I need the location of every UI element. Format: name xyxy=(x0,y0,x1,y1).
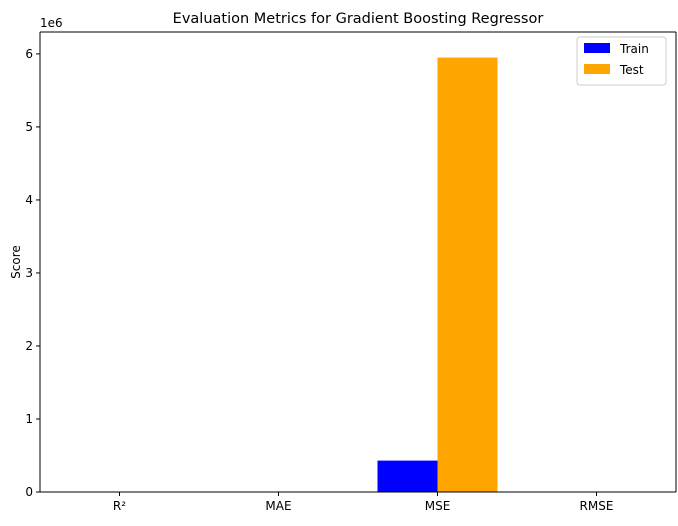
chart-title: Evaluation Metrics for Gradient Boosting… xyxy=(173,11,544,27)
x-tick-label: MAE xyxy=(265,499,291,513)
y-tick-label: 1 xyxy=(25,412,33,426)
legend-swatch-test xyxy=(584,64,610,74)
y-tick-label: 2 xyxy=(25,339,33,353)
y-tick-label: 4 xyxy=(25,193,33,207)
y-tick-label: 0 xyxy=(25,485,33,499)
x-axis: R² MAE MSE RMSE xyxy=(113,492,614,513)
y-axis-offset-label: 1e6 xyxy=(40,16,63,30)
y-tick-label: 3 xyxy=(25,266,33,280)
y-axis-label: Score xyxy=(9,245,23,279)
y-tick-label: 5 xyxy=(25,120,33,134)
bar-train xyxy=(377,460,438,492)
plot-area xyxy=(40,32,676,492)
legend-label-train: Train xyxy=(619,42,649,56)
x-tick-label: RMSE xyxy=(580,499,614,513)
axes-frame xyxy=(39,31,677,493)
y-tick-label: 6 xyxy=(25,47,33,61)
legend: Train Test xyxy=(576,36,667,86)
legend-swatch-train xyxy=(584,43,610,53)
x-tick-label: MSE xyxy=(425,499,451,513)
x-tick-label: R² xyxy=(113,499,126,513)
plot-background xyxy=(40,32,676,492)
bars-group xyxy=(59,57,657,493)
legend-label-test: Test xyxy=(619,63,644,77)
y-axis: 0 1 2 3 4 5 6 xyxy=(25,47,40,499)
bar-test xyxy=(437,57,498,493)
